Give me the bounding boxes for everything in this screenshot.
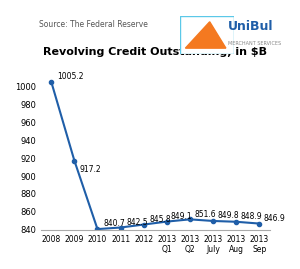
Text: UniBul: UniBul (228, 20, 274, 33)
Text: 842.5: 842.5 (126, 218, 148, 227)
FancyBboxPatch shape (180, 16, 234, 54)
Text: 840.7: 840.7 (103, 219, 125, 228)
Text: 848.9: 848.9 (240, 212, 262, 221)
Text: 917.2: 917.2 (80, 165, 102, 174)
Text: 846.9: 846.9 (263, 214, 285, 223)
Text: Source: The Federal Reserve: Source: The Federal Reserve (39, 20, 148, 29)
Text: 851.6: 851.6 (194, 210, 216, 219)
Text: MERCHANT SERVICES: MERCHANT SERVICES (228, 41, 281, 45)
Polygon shape (185, 22, 226, 48)
Title: Revolving Credit Outstanding, in $B: Revolving Credit Outstanding, in $B (43, 47, 267, 57)
Text: 849.1: 849.1 (171, 212, 193, 221)
Text: 845.8: 845.8 (149, 215, 171, 224)
Text: 849.8: 849.8 (217, 211, 239, 220)
Text: 1005.2: 1005.2 (57, 72, 83, 81)
